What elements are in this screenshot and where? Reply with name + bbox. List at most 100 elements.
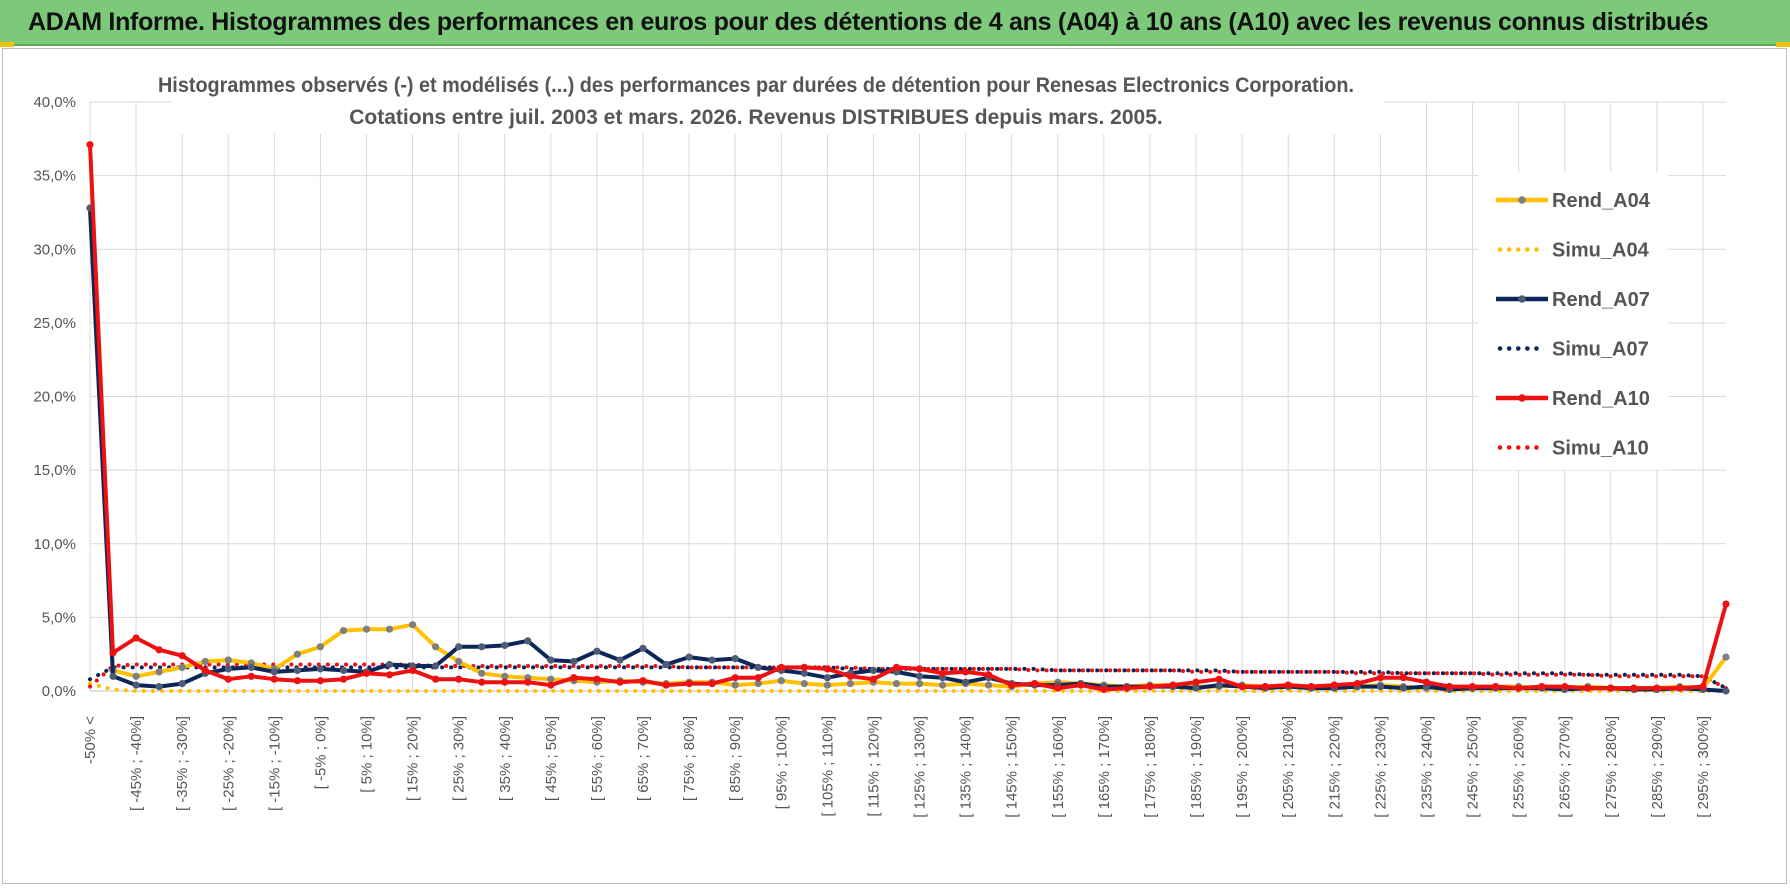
data-series [86,141,1730,695]
data-point [385,671,394,679]
data-point [178,680,186,688]
y-tick-label: 40,0% [33,94,76,111]
y-tick-label: 30,0% [33,241,76,258]
data-point [501,641,509,650]
data-point [362,669,371,677]
data-point [616,656,624,664]
legend-label: Rend_A04 [1552,190,1651,212]
data-point [247,672,255,680]
data-point [915,680,924,688]
data-point [708,680,716,688]
legend-background [1478,172,1668,470]
data-point [731,674,739,682]
legend-label: Simu_A04 [1552,240,1650,262]
legend-item: Simu_A07 [1497,339,1649,361]
data-point [1492,683,1500,691]
legend-item: Simu_A04 [1497,240,1650,262]
data-point [547,656,555,664]
data-point [339,675,348,683]
data-point [800,669,808,677]
data-point [247,663,255,672]
series-line [88,207,1727,693]
data-point [432,662,440,670]
data-point [1722,653,1730,661]
series-rend-a10 [86,141,1730,694]
report-banner: ADAM Informe. Histogrammes des performan… [0,0,1790,46]
report-title: ADAM Informe. Histogrammes des performan… [28,8,1709,36]
x-tick-label: [ -15% ; -10%] [266,716,283,811]
y-tick-label: 20,0% [33,389,76,406]
data-point [1054,684,1062,692]
data-point [1538,683,1546,691]
data-point [869,675,878,683]
chart-frame [2,48,1787,884]
x-tick-label: [ 135% ; 140%] [958,716,975,818]
data-point [1238,683,1246,691]
data-point [432,643,440,651]
x-tick-label: [ 175% ; 180%] [1142,716,1159,818]
data-point [339,666,348,675]
data-point [455,657,463,666]
data-point [846,680,855,688]
data-point [570,674,578,682]
legend-item: Simu_A10 [1497,438,1649,460]
data-point [662,681,670,689]
data-point [155,683,163,691]
data-point [478,678,486,686]
legend-marker [1518,196,1526,204]
data-point [1261,683,1269,691]
data-point [639,677,647,685]
legend-label: Rend_A10 [1552,388,1650,410]
data-point [962,668,970,676]
data-point [316,643,324,651]
data-point [1676,684,1684,692]
data-point [593,675,601,683]
data-point [823,674,832,682]
data-point [777,677,785,685]
data-point [132,672,140,680]
legend-item: Rend_A04 [1496,190,1651,212]
x-tick-label: [ 225% ; 230%] [1372,716,1389,818]
x-tick-label: [ -35% ; -30%] [174,716,191,811]
data-point [1607,684,1615,692]
x-axis: -50% < [ -45% ; -40%] [ -35% ; -30%] [ -25%… [82,690,1726,818]
x-tick-label: [ 255% ; 260%] [1511,716,1528,818]
y-tick-label: 15,0% [33,462,76,479]
data-point [731,655,739,663]
chart-title-block: Histogrammes observés (-) et modélisés (… [158,66,1384,134]
data-point [685,653,693,661]
data-point [132,634,140,642]
data-point [1284,681,1292,689]
data-point [731,681,739,689]
data-point [915,665,924,673]
series-line [88,662,1728,691]
y-tick-label: 10,0% [33,536,76,553]
data-point [155,668,163,676]
data-point [685,680,693,688]
legend-marker [1518,394,1526,402]
data-point [1330,681,1338,689]
data-point [1722,600,1730,608]
x-tick-label: [ 295% ; 300%] [1695,716,1712,818]
data-point [823,665,832,673]
series-line [88,144,1728,692]
data-point [293,677,301,685]
data-point [1169,681,1177,689]
data-point [1584,684,1592,692]
data-point [846,672,855,680]
series-simu-a10 [88,662,1728,691]
data-point [455,675,463,683]
data-point [201,657,209,666]
data-point [1215,681,1223,689]
data-point [339,627,348,635]
data-point [224,656,232,664]
x-tick-label: -50% < [82,716,99,764]
x-tick-label: [ 125% ; 130%] [912,716,929,818]
data-point [109,672,117,680]
x-tick-label: [ 5% ; 10%] [359,716,376,793]
data-point [1561,683,1569,691]
x-tick-label: [ 185% ; 190%] [1188,716,1205,818]
x-tick-label: [ 65% ; 70%] [635,716,652,801]
data-point [270,675,278,683]
data-point [939,669,947,677]
